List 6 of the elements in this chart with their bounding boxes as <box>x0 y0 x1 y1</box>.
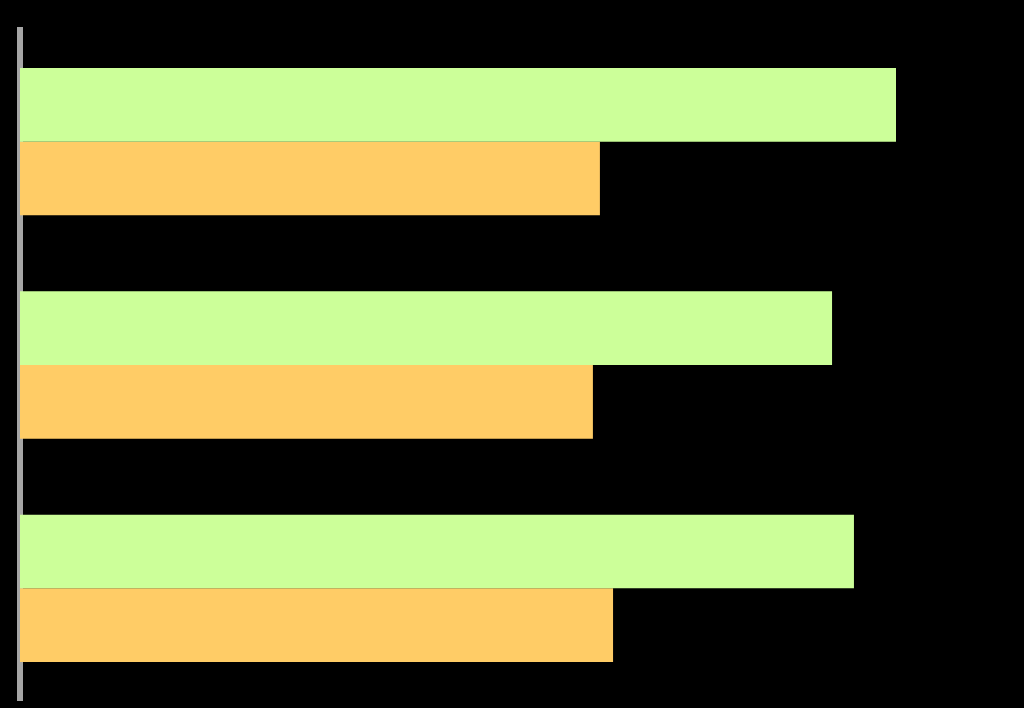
bar <box>20 365 593 439</box>
bar <box>20 141 600 216</box>
bar <box>20 291 833 365</box>
bar <box>20 588 614 663</box>
bar <box>20 67 896 142</box>
bar <box>20 514 854 589</box>
